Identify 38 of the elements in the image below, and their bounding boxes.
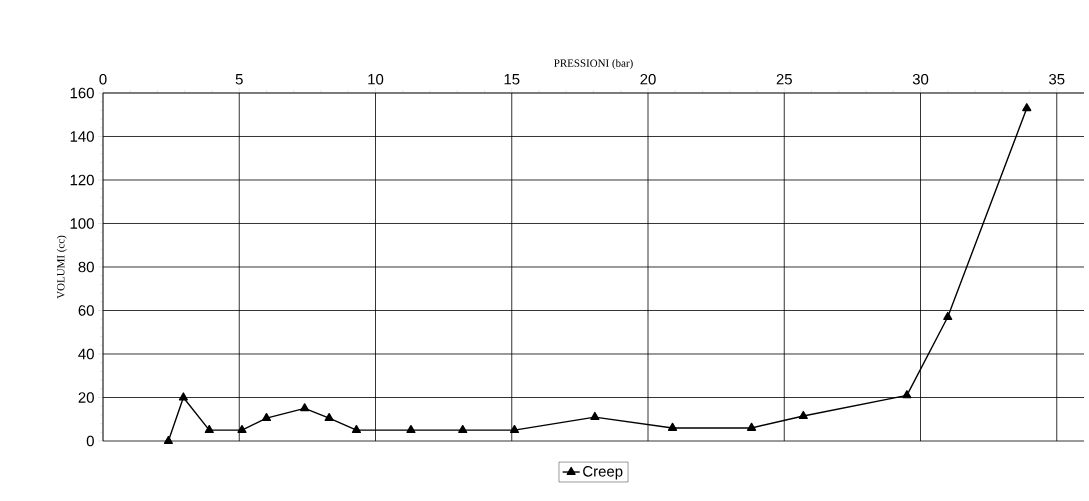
point: [351, 424, 362, 434]
y-tick-label: 60: [78, 305, 94, 316]
x-tick-label: 20: [640, 73, 656, 85]
point: [458, 424, 468, 434]
point: [667, 422, 678, 431]
y-tick-label: 40: [78, 348, 94, 360]
point: [746, 422, 757, 431]
point: [943, 311, 953, 320]
point: [300, 403, 310, 412]
x-tick-label: 5: [235, 74, 243, 85]
y-axis-title: VOLUMI (cc): [56, 235, 67, 299]
point: [509, 424, 520, 434]
point: [178, 392, 188, 401]
point: [902, 390, 912, 399]
legend-label: Creep: [583, 466, 623, 480]
point: [204, 424, 214, 434]
y-tick-label: 100: [70, 218, 94, 229]
point: [590, 411, 600, 421]
x-tick-label: 15: [504, 74, 520, 85]
x-tick-label: 10: [368, 73, 384, 85]
x-tick-label: 35: [1049, 73, 1065, 85]
point: [237, 424, 247, 434]
point: [324, 412, 334, 422]
x-tick-label: 0: [99, 73, 107, 85]
point: [1022, 103, 1032, 112]
y-tick-label: 120: [70, 174, 94, 186]
y-tick-label: 80: [78, 261, 94, 273]
x-axis-title: PRESSIONI (bar): [554, 59, 633, 70]
point: [261, 412, 272, 422]
point: [406, 424, 416, 434]
x-tick-label: 30: [912, 73, 929, 85]
y-tick-label: 0: [86, 435, 94, 447]
point: [798, 410, 808, 419]
y-tick-label: 20: [78, 392, 94, 403]
y-tick-label: 160: [70, 87, 94, 99]
x-tick-label: 25: [776, 73, 792, 85]
y-tick-label: 140: [70, 131, 94, 142]
point: [163, 435, 173, 444]
